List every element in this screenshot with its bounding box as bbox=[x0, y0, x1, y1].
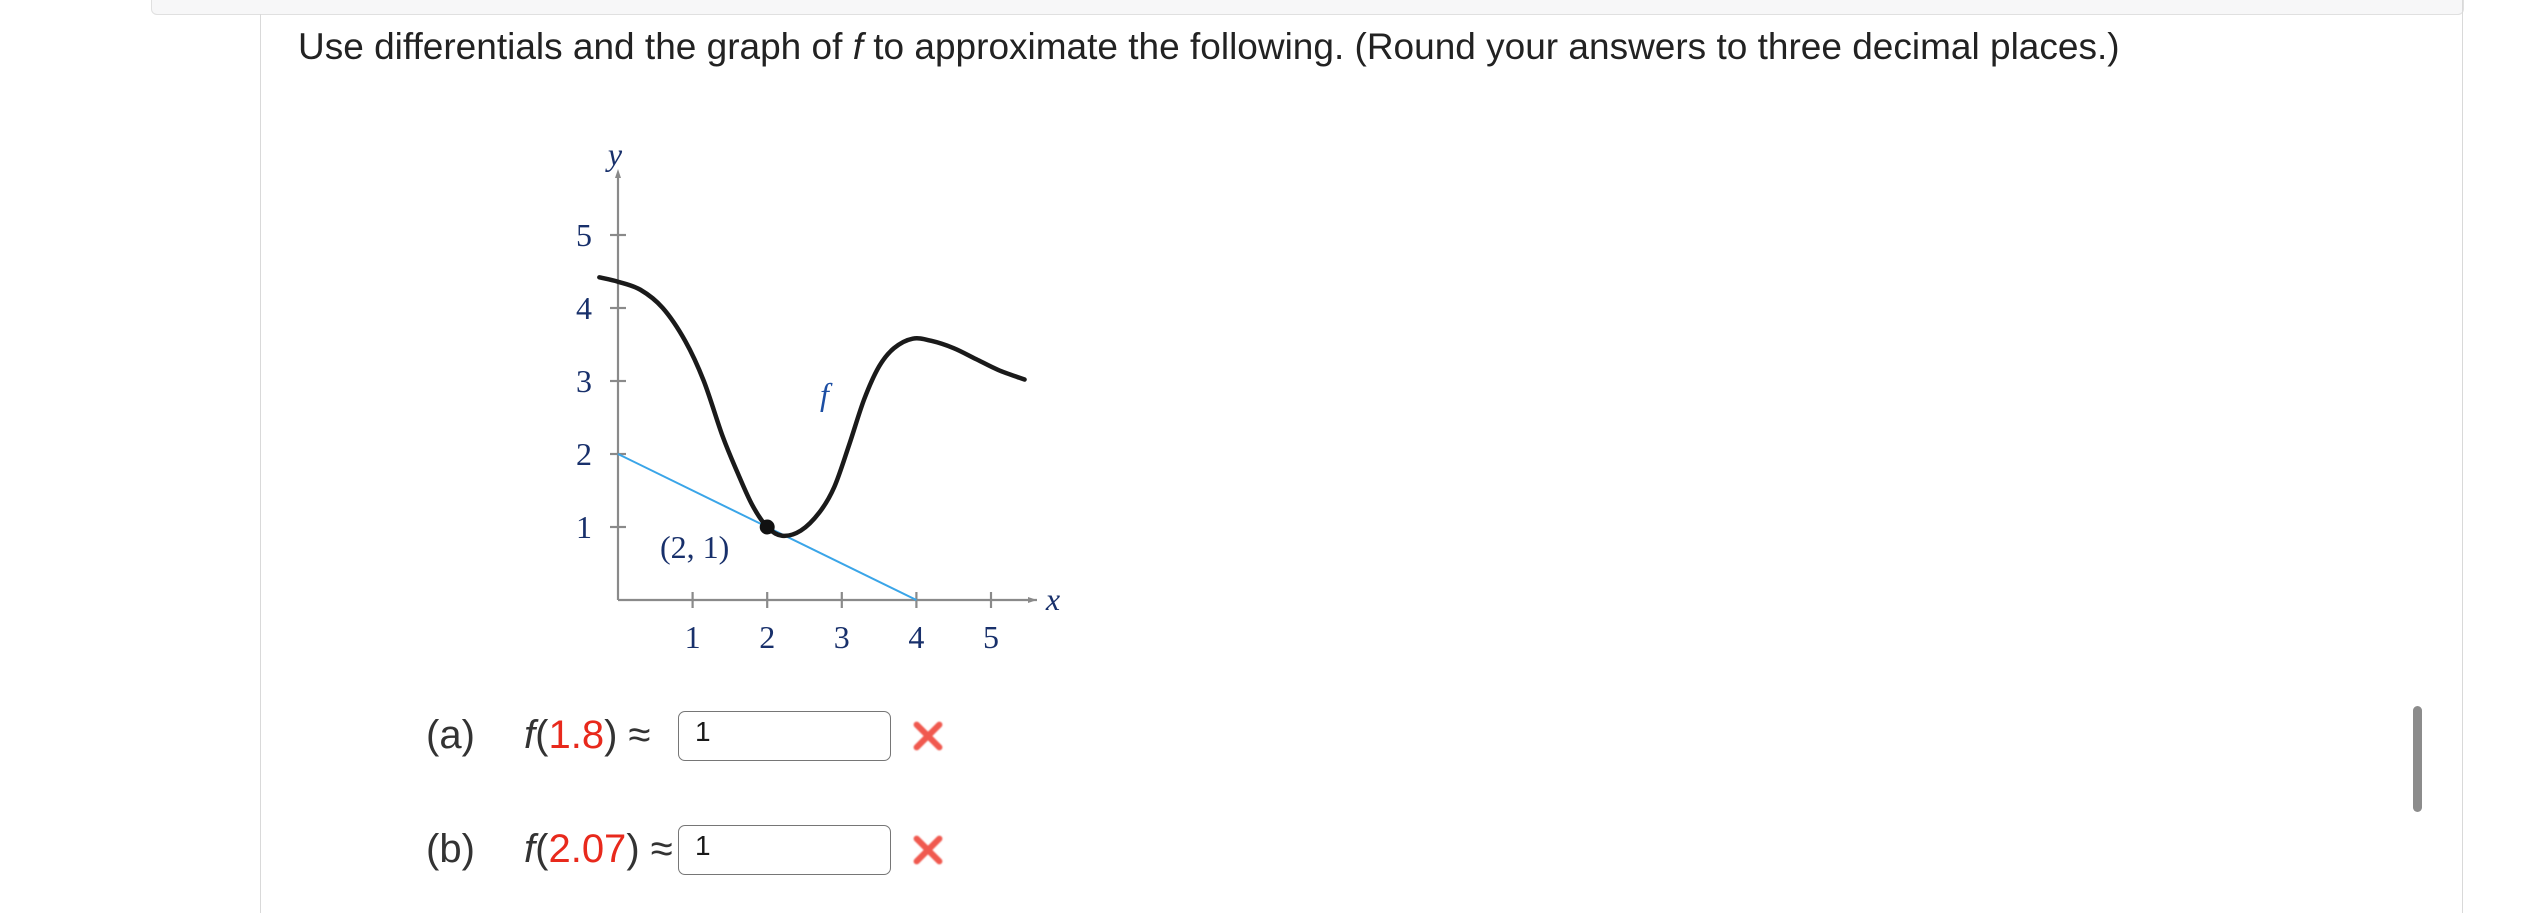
svg-text:2: 2 bbox=[576, 436, 592, 472]
svg-text:(2, 1): (2, 1) bbox=[660, 529, 729, 565]
svg-text:4: 4 bbox=[908, 619, 924, 655]
svg-text:1: 1 bbox=[685, 619, 701, 655]
svg-text:2: 2 bbox=[759, 619, 775, 655]
svg-text:4: 4 bbox=[576, 290, 592, 326]
svg-text:f: f bbox=[820, 376, 833, 412]
svg-text:x: x bbox=[1045, 581, 1060, 617]
svg-text:3: 3 bbox=[834, 619, 850, 655]
svg-text:3: 3 bbox=[576, 363, 592, 399]
svg-text:5: 5 bbox=[576, 217, 592, 253]
svg-text:y: y bbox=[605, 136, 623, 172]
svg-text:5: 5 bbox=[983, 619, 999, 655]
svg-text:1: 1 bbox=[576, 509, 592, 545]
